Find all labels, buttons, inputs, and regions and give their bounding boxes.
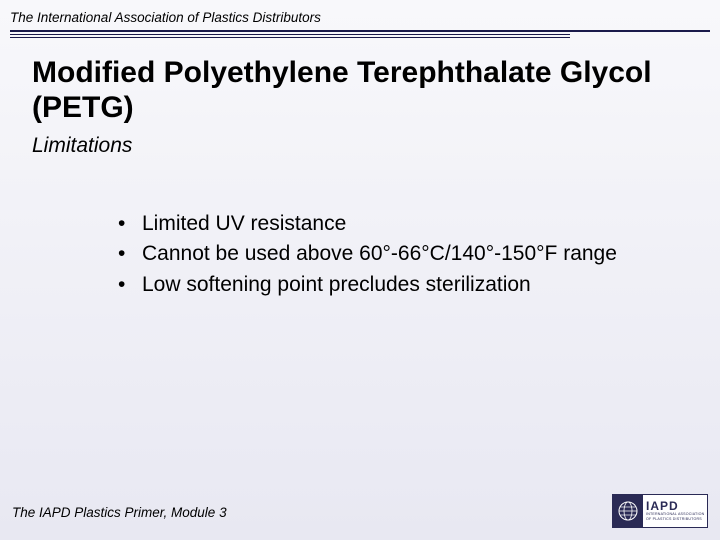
footer-text: The IAPD Plastics Primer, Module 3 [12,505,227,520]
logo-acronym: IAPD [646,500,707,512]
header-org: The International Association of Plastic… [10,10,321,25]
list-item: Low softening point precludes sterilizat… [118,271,660,299]
rule-thin-2 [10,37,570,38]
header-rules [10,30,710,40]
globe-icon [613,495,643,527]
logo-line2: OF PLASTICS DISTRIBUTORS [646,518,707,522]
bullet-list: Limited UV resistance Cannot be used abo… [118,210,660,301]
rule-thick [10,30,710,32]
logo-text: IAPD INTERNATIONAL ASSOCIATION OF PLASTI… [643,495,707,527]
list-item: Cannot be used above 60°-66°C/140°-150°F… [118,240,660,268]
slide-title: Modified Polyethylene Terephthalate Glyc… [32,56,690,125]
list-item: Limited UV resistance [118,210,660,238]
slide-subtitle: Limitations [32,134,132,158]
rule-thin-1 [10,34,570,35]
footer-logo: IAPD INTERNATIONAL ASSOCIATION OF PLASTI… [612,494,708,528]
